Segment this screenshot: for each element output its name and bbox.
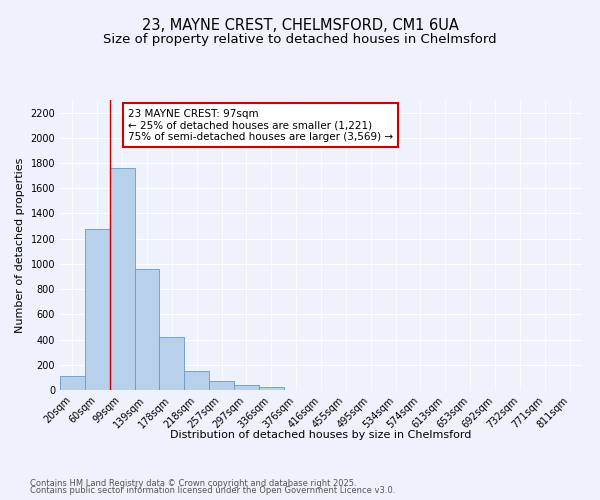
Bar <box>209 380 234 390</box>
Text: 23, MAYNE CREST, CHELMSFORD, CM1 6UA: 23, MAYNE CREST, CHELMSFORD, CM1 6UA <box>142 18 458 32</box>
Text: Size of property relative to detached houses in Chelmsford: Size of property relative to detached ho… <box>103 32 497 46</box>
Bar <box>259 388 284 390</box>
Bar <box>234 385 259 390</box>
Text: Contains public sector information licensed under the Open Government Licence v3: Contains public sector information licen… <box>30 486 395 495</box>
Bar <box>85 228 110 390</box>
Bar <box>184 371 209 390</box>
Bar <box>60 376 85 390</box>
Bar <box>110 168 134 390</box>
Bar <box>160 337 184 390</box>
Text: Contains HM Land Registry data © Crown copyright and database right 2025.: Contains HM Land Registry data © Crown c… <box>30 478 356 488</box>
Bar <box>134 269 160 390</box>
Text: 23 MAYNE CREST: 97sqm
← 25% of detached houses are smaller (1,221)
75% of semi-d: 23 MAYNE CREST: 97sqm ← 25% of detached … <box>128 108 393 142</box>
Y-axis label: Number of detached properties: Number of detached properties <box>15 158 25 332</box>
Text: Distribution of detached houses by size in Chelmsford: Distribution of detached houses by size … <box>170 430 472 440</box>
